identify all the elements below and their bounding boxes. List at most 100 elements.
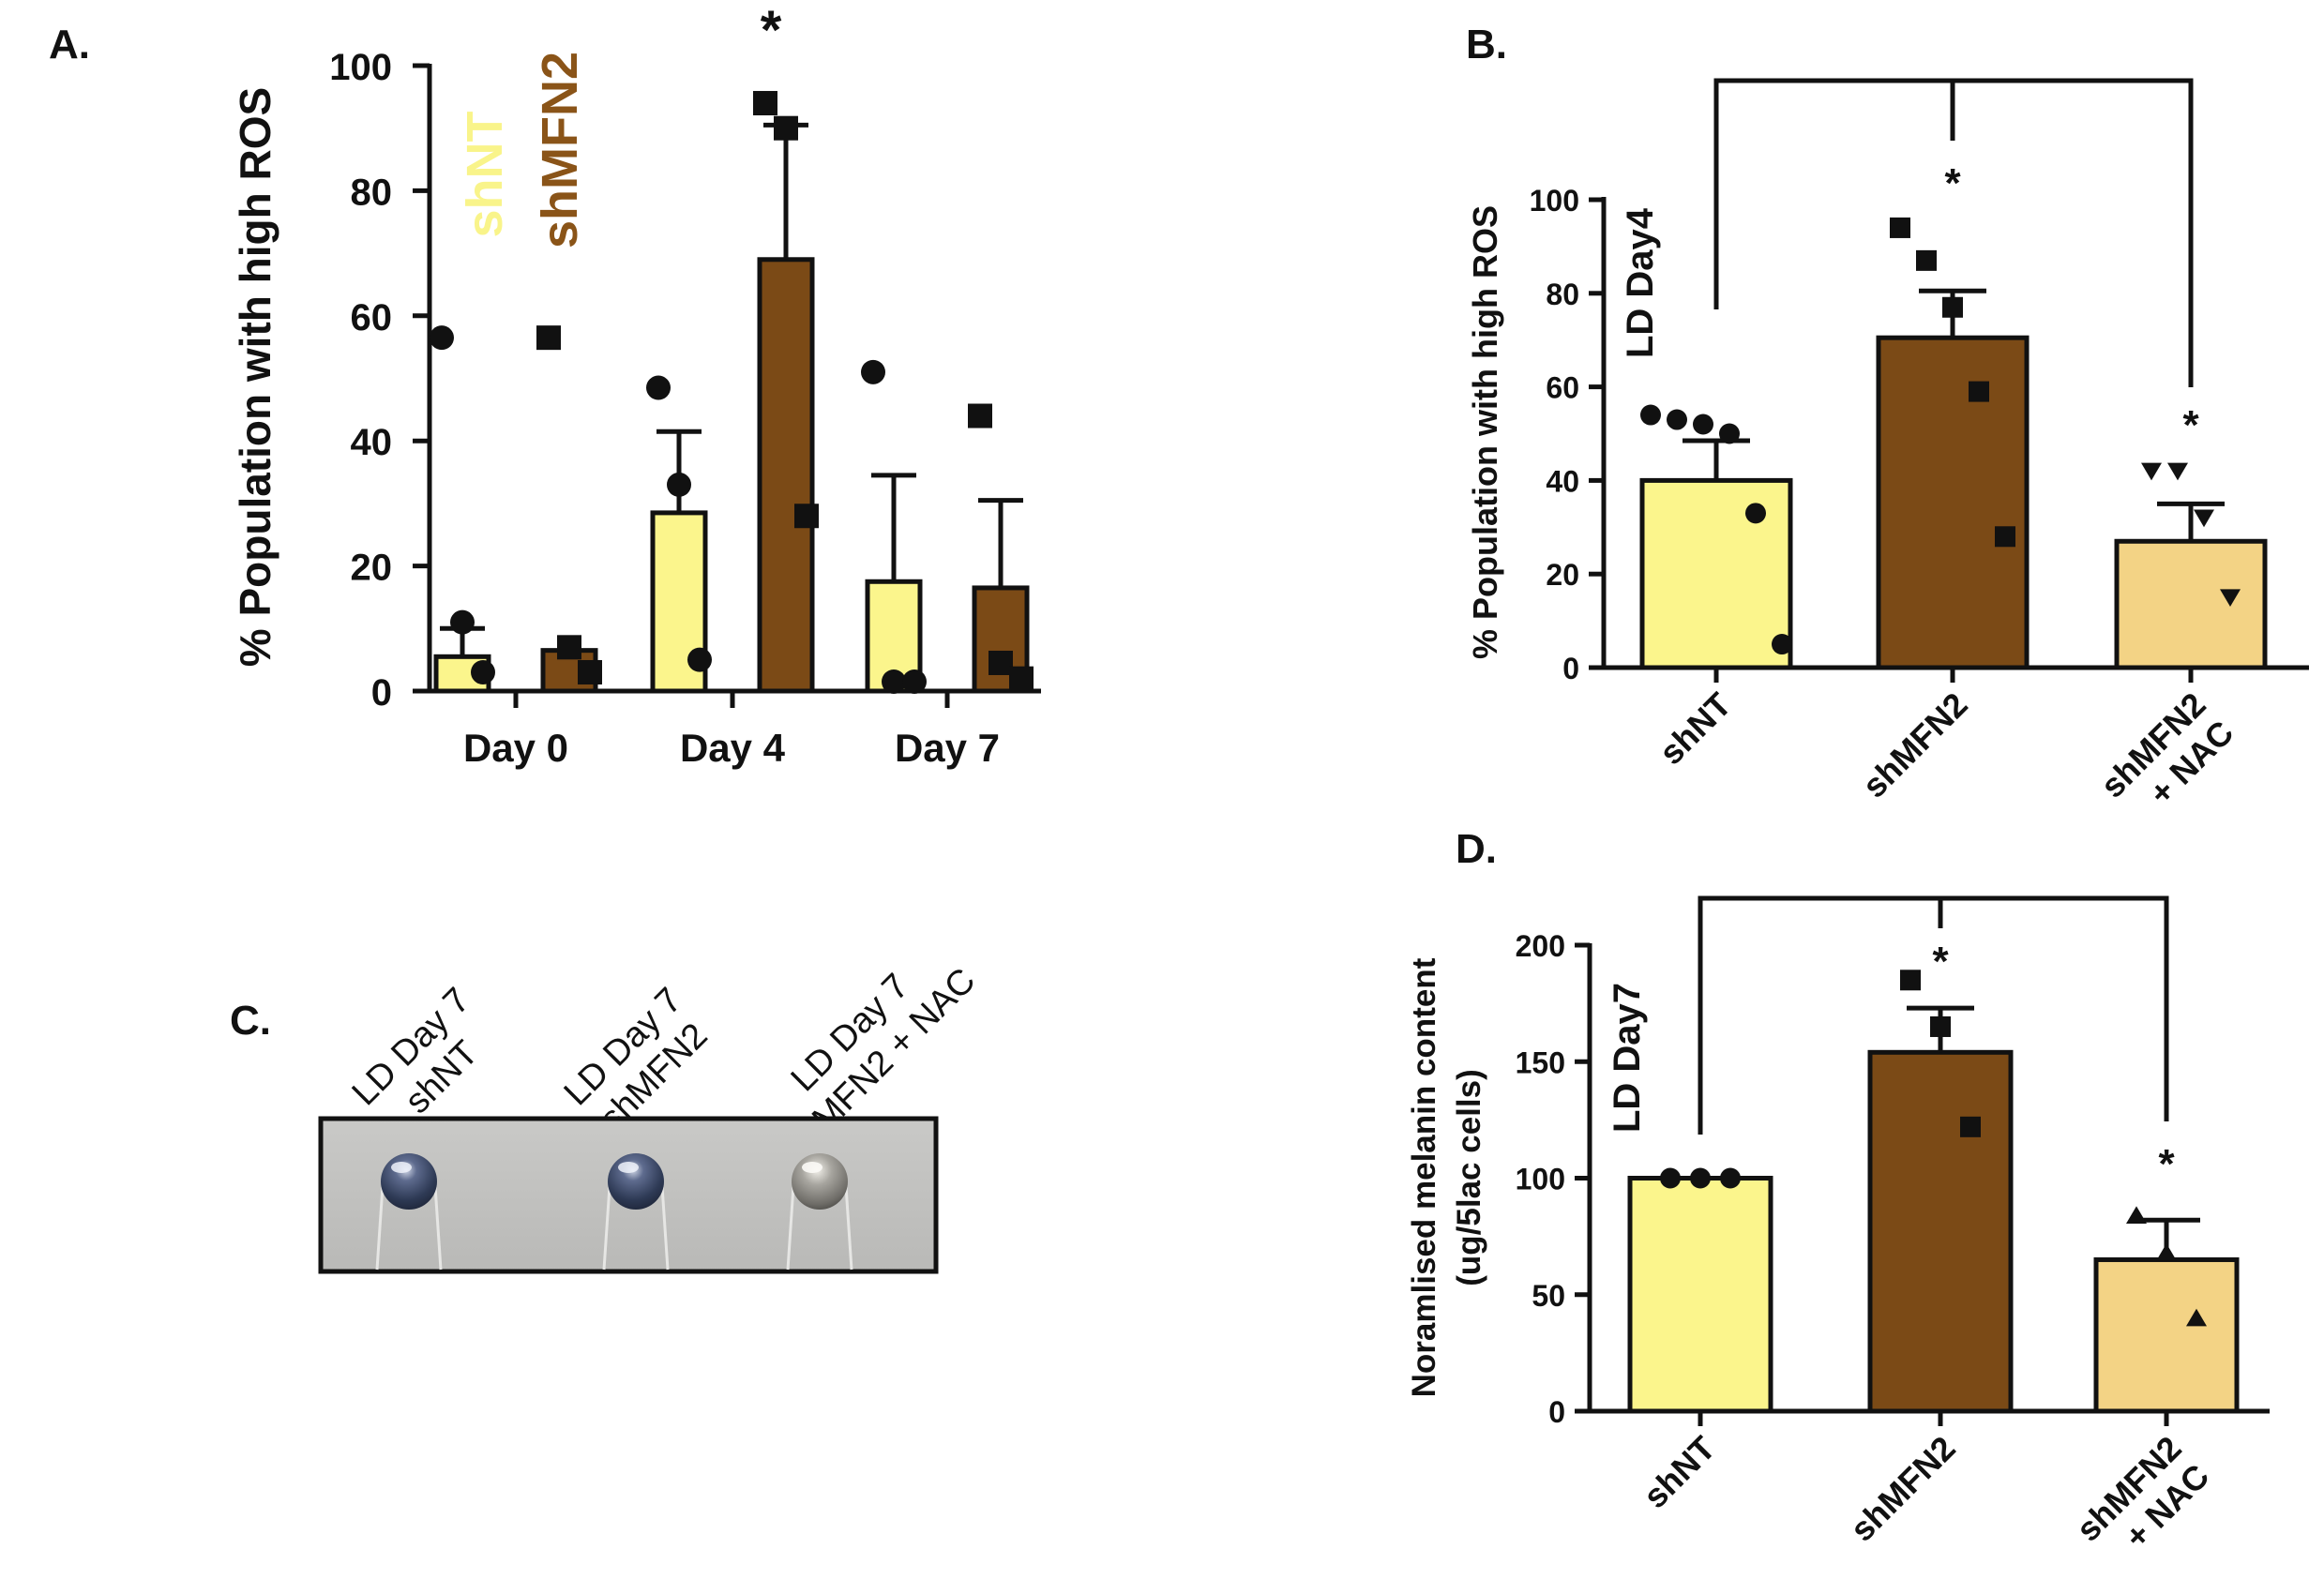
x-tick-label-group: shMFN2 bbox=[1843, 1429, 1963, 1549]
data-point bbox=[1772, 634, 1792, 655]
y-tick-label: 100 bbox=[329, 47, 392, 88]
bar-shmfn2 bbox=[1876, 335, 2030, 670]
data-point bbox=[667, 472, 691, 497]
bar-shnt bbox=[1639, 477, 1793, 670]
panel-c-label: C. bbox=[230, 998, 271, 1044]
data-point bbox=[1930, 1015, 1951, 1037]
data-point bbox=[753, 91, 777, 116]
tube-wall bbox=[786, 1185, 853, 1271]
bar-shmfn2-nac bbox=[2093, 1256, 2240, 1414]
y-axis-label: % Population with high ROS bbox=[231, 87, 279, 667]
data-point bbox=[1693, 414, 1713, 435]
x-tick-label-group: shNT bbox=[1636, 1429, 1723, 1516]
data-point bbox=[1960, 1116, 1981, 1137]
y-tick-label: 40 bbox=[351, 422, 393, 463]
data-point bbox=[1900, 970, 1921, 991]
data-point bbox=[794, 504, 819, 529]
y-tick-label: 60 bbox=[1546, 371, 1579, 405]
y-axis-label-line2: (ug/5lac cells) bbox=[1451, 1069, 1487, 1286]
data-point bbox=[578, 659, 602, 684]
data-point bbox=[861, 359, 885, 384]
bar-shmfn2-day4 bbox=[757, 257, 815, 694]
tube-shnt-pellet bbox=[375, 1153, 443, 1271]
data-point bbox=[471, 659, 495, 684]
y-tick-label: 80 bbox=[351, 172, 393, 213]
tube-wall bbox=[602, 1185, 670, 1271]
y-tick-label: 0 bbox=[1562, 652, 1579, 685]
y-tick-label: 50 bbox=[1532, 1279, 1565, 1313]
chart-b: 0 20 40 60 80 100 shNT shMFN2 shMFN2+ NAC % Pop… bbox=[1466, 78, 2309, 813]
tube-shmfn2-nac-pellet bbox=[786, 1153, 853, 1271]
significance-star-shmfn2: * bbox=[1944, 160, 1961, 206]
pellet-highlight bbox=[618, 1162, 639, 1173]
data-point bbox=[1942, 296, 1963, 318]
data-point bbox=[2186, 1308, 2207, 1327]
x-tick-label: shNT bbox=[1636, 1429, 1723, 1516]
data-point bbox=[536, 325, 561, 351]
pellet-highlight bbox=[802, 1162, 822, 1173]
data-point bbox=[902, 669, 927, 694]
data-point bbox=[882, 669, 906, 694]
bar-shmfn2 bbox=[1867, 1049, 2014, 1414]
y-tick-label: 100 bbox=[1530, 184, 1579, 218]
x-tick-label-group: shMFN2+ NAC bbox=[2093, 685, 2241, 813]
data-point bbox=[968, 403, 992, 429]
data-point bbox=[1995, 526, 2015, 548]
data-point bbox=[2141, 462, 2162, 481]
data-point bbox=[687, 647, 712, 672]
panel-b-label: B. bbox=[1466, 22, 1507, 68]
pellet bbox=[381, 1153, 437, 1210]
data-point bbox=[1690, 1167, 1711, 1189]
ld-day7-label: LD Day7 bbox=[1607, 983, 1648, 1133]
legend-shmfn2: shMFN2 bbox=[532, 52, 588, 248]
tube-shmfn2-pellet bbox=[602, 1153, 670, 1271]
x-tick-label-group: shNT bbox=[1652, 685, 1739, 773]
x-tick-label: Day 4 bbox=[680, 726, 786, 770]
y-tick-label: 0 bbox=[371, 672, 392, 714]
data-point bbox=[774, 115, 798, 141]
x-tick-label: shMFN2 bbox=[1843, 1429, 1963, 1549]
y-tick-label: 20 bbox=[351, 548, 393, 589]
chart-d: 0 50 100 150 200 shNT shMFN2 shMFN2+ NAC Noram… bbox=[1406, 895, 2270, 1556]
x-tick-label: shMFN2 bbox=[1855, 685, 1975, 805]
data-point bbox=[1745, 503, 1766, 524]
data-point bbox=[1660, 1167, 1681, 1189]
data-point bbox=[646, 375, 671, 400]
data-point bbox=[450, 609, 475, 635]
y-tick-label: 80 bbox=[1546, 278, 1579, 311]
y-tick-label: 40 bbox=[1546, 464, 1579, 498]
data-point bbox=[2126, 1206, 2147, 1225]
data-point bbox=[430, 325, 454, 351]
data-point bbox=[1719, 423, 1740, 444]
significance-star-shmfn2: * bbox=[1932, 939, 1949, 985]
significance-star-nac: * bbox=[2158, 1141, 2175, 1187]
y-tick-label: 200 bbox=[1516, 929, 1565, 963]
data-point bbox=[1667, 409, 1687, 430]
y-axis-label-line1: Noramlised melanin content bbox=[1406, 957, 1442, 1397]
significance-star-nac: * bbox=[2182, 402, 2199, 448]
x-tick-label: Day 0 bbox=[463, 726, 568, 770]
panel-a-label: A. bbox=[49, 22, 90, 68]
y-tick-label: 20 bbox=[1546, 558, 1579, 592]
data-point bbox=[1969, 381, 1989, 402]
data-point bbox=[1720, 1167, 1741, 1189]
panel-d-label: D. bbox=[1456, 826, 1497, 872]
data-point bbox=[2156, 1243, 2177, 1261]
x-tick-label-group: shMFN2+ NAC bbox=[2069, 1429, 2217, 1556]
data-point bbox=[988, 650, 1013, 675]
significance-star-day4: * bbox=[761, 0, 782, 61]
pellet-highlight bbox=[391, 1162, 412, 1173]
data-point bbox=[557, 635, 581, 660]
pellet bbox=[792, 1153, 848, 1210]
x-tick-label-group: shMFN2 bbox=[1855, 685, 1975, 805]
tube-wall bbox=[375, 1185, 443, 1271]
data-point bbox=[1890, 217, 1910, 238]
x-tick-label: shNT bbox=[1652, 685, 1739, 773]
y-tick-label: 60 bbox=[351, 297, 393, 338]
panel-c-melanin-pellets: LD Day 7 shNT LD Day 7 shMFN2 LD Day 7 s… bbox=[318, 961, 983, 1274]
ld-day4-label: LD Day4 bbox=[1620, 207, 1661, 358]
y-tick-label: 0 bbox=[1548, 1395, 1565, 1429]
y-tick-label: 150 bbox=[1516, 1045, 1565, 1079]
x-tick-label: Day 7 bbox=[895, 726, 1000, 770]
